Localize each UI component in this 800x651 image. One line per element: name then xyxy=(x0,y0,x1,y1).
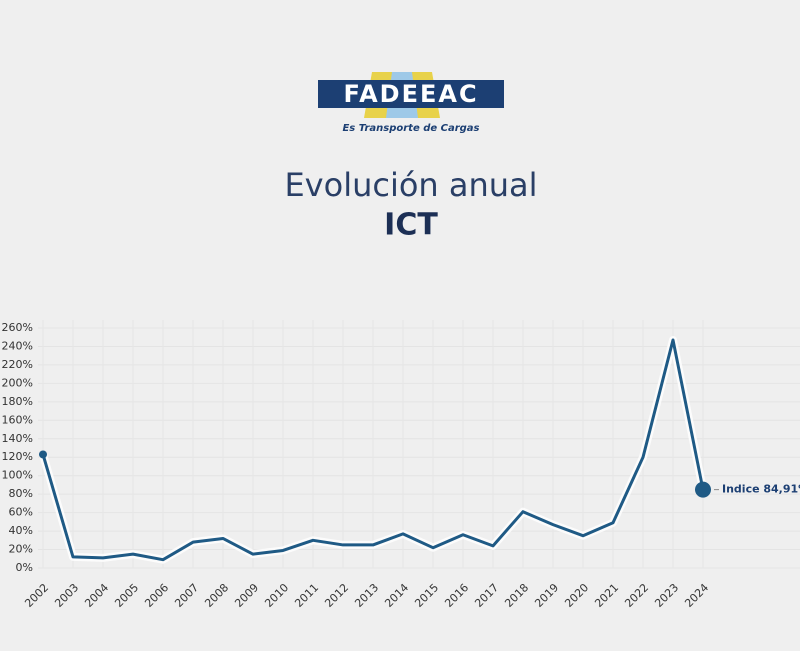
point xyxy=(695,481,711,498)
y-tick-label: 40% xyxy=(9,524,33,537)
y-tick-label: 220% xyxy=(2,358,33,371)
y-tick-label: 80% xyxy=(9,487,33,500)
y-tick-label: 140% xyxy=(2,432,33,445)
y-tick-label: 240% xyxy=(2,339,33,352)
y-tick-label: 180% xyxy=(2,395,33,408)
y-tick-label: 0% xyxy=(16,561,33,574)
y-tick-label: 20% xyxy=(9,543,33,556)
logo-tagline: Es Transporte de Cargas xyxy=(342,123,479,134)
value-label: Indice 84,91% xyxy=(722,483,800,496)
y-tick-label: 260% xyxy=(2,321,33,334)
logo: FADEEAC Es Transporte de Cargas xyxy=(318,72,504,134)
y-tick-label: 160% xyxy=(2,413,33,426)
point xyxy=(39,450,47,459)
chart-title: Evolución anual xyxy=(284,166,537,204)
y-tick-label: 100% xyxy=(2,469,33,482)
logo-box xyxy=(318,80,504,108)
chart-subtitle: ICT xyxy=(384,208,438,243)
line xyxy=(41,338,705,562)
y-tick-label: 60% xyxy=(9,506,33,519)
y-tick-label: 200% xyxy=(2,376,33,389)
logo-name: FADEEAC xyxy=(343,80,478,108)
y-tick-label: 120% xyxy=(2,450,33,463)
